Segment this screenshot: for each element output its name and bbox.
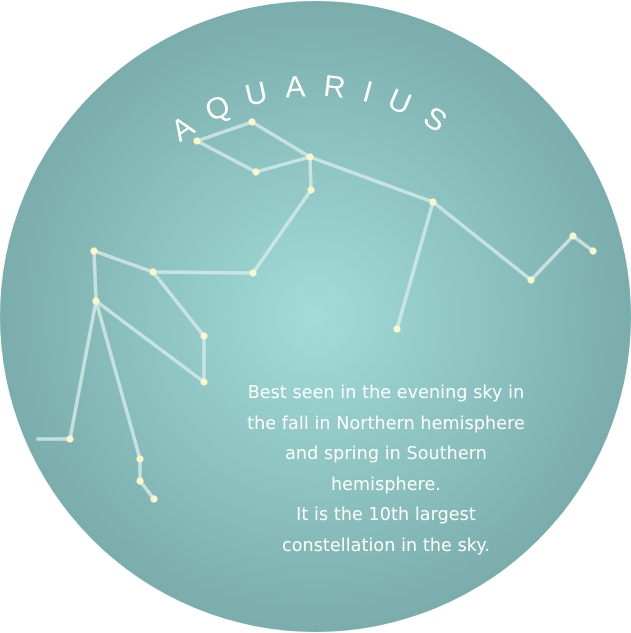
star-dot [252,168,260,176]
caption-line-5: It is the 10th largest [296,505,476,525]
star-dot [393,325,401,333]
caption-line-2: the fall in Northern hemisphere [247,413,525,434]
caption-line-1: Best seen in the evening sky in [247,383,525,403]
constellation-line [36,249,98,441]
star-dot [150,495,158,503]
star-dot [136,455,144,463]
star-dot [193,137,201,145]
constellation-line [151,155,313,275]
star-dot [248,118,256,126]
star-dot [249,269,257,277]
star-dot [527,276,535,284]
description-text: Best seen in the evening sky in the fall… [200,378,572,561]
star-dot [307,186,315,194]
caption-line-3: and spring in Southern [285,444,487,464]
constellation-line [92,249,206,384]
caption-line-4: hemisphere. [330,474,442,495]
star-dot [66,435,74,443]
star-dot [136,477,144,485]
star-dot [306,153,314,161]
constellation-stars [66,118,597,503]
constellation-line [94,299,206,384]
constellation-line [94,299,156,501]
star-dot [90,247,98,255]
caption-line-6: constellation in the sky. [281,535,491,556]
star-dot [569,232,577,240]
star-dot [149,268,157,276]
star-dot [200,332,208,340]
constellation-line [395,200,435,331]
star-dot [589,247,597,255]
star-dot [429,198,437,206]
star-dot [200,378,208,386]
star-dot [92,297,100,305]
